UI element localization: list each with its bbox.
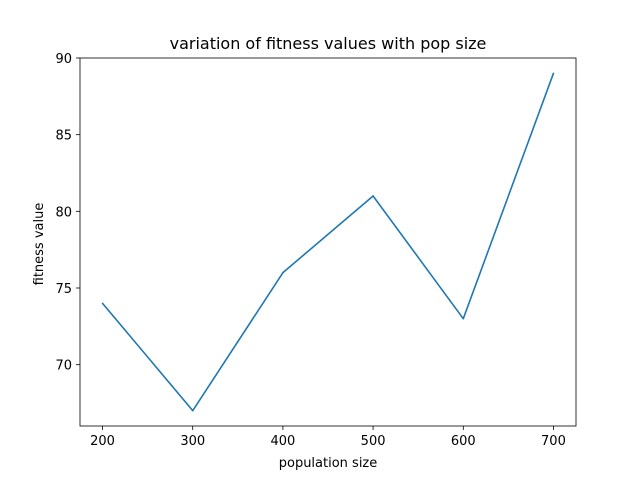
data-point-200 bbox=[101, 302, 104, 305]
chart-title: variation of fitness values with pop siz… bbox=[170, 34, 487, 53]
y-tick-label-85: 85 bbox=[55, 129, 72, 144]
y-tick-label-90: 90 bbox=[55, 52, 72, 67]
y-tick-label-75: 75 bbox=[55, 282, 72, 297]
x-axis-label: population size bbox=[279, 456, 378, 471]
plot-area: 200 300 400 500 600 700 70 75 80 85 90 bbox=[55, 52, 577, 449]
x-tick-label-500: 500 bbox=[361, 434, 386, 449]
x-tick-label-200: 200 bbox=[90, 434, 115, 449]
x-tick-label-400: 400 bbox=[270, 434, 295, 449]
data-point-300 bbox=[191, 409, 194, 412]
x-tick-label-700: 700 bbox=[541, 434, 566, 449]
x-tick-label-300: 300 bbox=[180, 434, 205, 449]
series-line-0 bbox=[101, 73, 555, 412]
data-point-500 bbox=[372, 195, 374, 197]
data-point-400 bbox=[282, 271, 284, 274]
y-tick-label-70: 70 bbox=[55, 359, 72, 374]
y-tick-label-80: 80 bbox=[55, 205, 72, 220]
data-point-700 bbox=[552, 72, 555, 75]
data-point-600 bbox=[462, 317, 465, 320]
x-tick-label-600: 600 bbox=[451, 434, 476, 449]
plot-frame bbox=[79, 57, 577, 427]
y-axis-label: fitness value bbox=[32, 203, 47, 286]
